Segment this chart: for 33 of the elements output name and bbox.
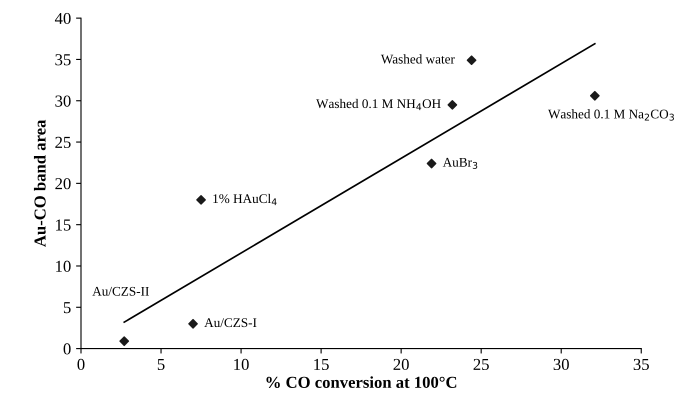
point: [426, 158, 436, 168]
point: [119, 336, 130, 346]
y-tick-label: 20: [55, 178, 71, 190]
annotation: 1% HAuCl$_{4}$: [213, 194, 277, 206]
point: [196, 195, 206, 205]
point: [466, 55, 476, 66]
annotation: AuBr$_{3}$: [442, 158, 478, 169]
x-tick-label: 30: [554, 358, 569, 370]
x-axis-title: % CO conversion at 100°C: [266, 376, 456, 388]
x-tick-label: 25: [474, 358, 489, 370]
annotation: Washed 0.1 M Na$_{2}$CO$_{3}$: [548, 109, 674, 121]
y-tick-label: 0: [64, 343, 71, 355]
y-tick-label: 5: [64, 302, 71, 314]
y-tick-label: 15: [56, 219, 71, 231]
y-tick-label: 10: [56, 260, 71, 272]
x-tick-label: 0: [77, 358, 85, 370]
point: [448, 100, 458, 110]
y-tick-label: 40: [54, 12, 71, 24]
y-tick-label: 25: [55, 136, 71, 148]
annotation: Washed water: [380, 54, 455, 64]
annotation: Au/CZS-I: [204, 318, 256, 328]
point: [188, 318, 198, 329]
annotation: Washed 0.1 M NH$_{4}$OH: [316, 98, 441, 110]
x-tick-label: 5: [158, 358, 165, 370]
y-tick-label: 35: [55, 54, 71, 66]
x-tick-label: 20: [394, 358, 409, 370]
x-tick-label: 10: [234, 358, 249, 370]
point: [590, 90, 600, 101]
x-tick-label: 15: [314, 358, 329, 370]
y-tick-label: 30: [55, 95, 71, 107]
y-axis-title: Au-CO band area: [34, 120, 46, 247]
annotation: Au/CZS-II: [92, 286, 149, 296]
x-tick-label: 35: [634, 358, 649, 370]
